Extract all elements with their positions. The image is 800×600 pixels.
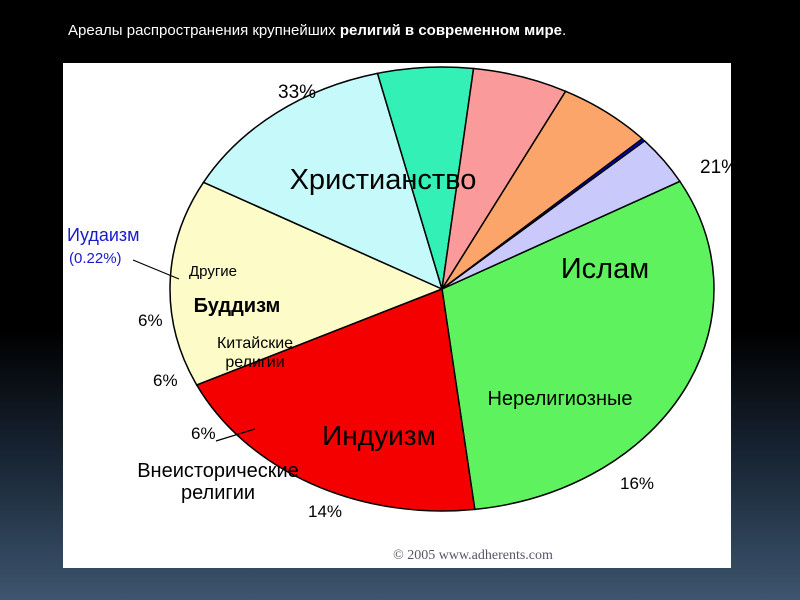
leader-line-judaism: [132, 259, 180, 280]
slide-title: Ареалы распространения крупнейших религи…: [68, 22, 566, 39]
slice-label-другие: Другие: [189, 263, 237, 280]
slice-label-буддизм: Буддизм: [194, 295, 281, 317]
pie-slice-христианство: [441, 180, 715, 511]
slice-percent-нерелигиозные: 16%: [620, 474, 654, 493]
leader-line-prehistoric: [215, 428, 256, 442]
pie-slice-другие: [441, 139, 682, 290]
slice-percent-иудаизм: (0.22%): [69, 250, 122, 267]
slice-label-китайские-религии: Китайские религии: [217, 335, 293, 371]
pie-slice-нерелигиозные: [169, 181, 444, 386]
slice-label-христианство: Христианство: [290, 164, 477, 196]
slice-label-внеисторические-религии: Внеисторические религии: [137, 460, 299, 504]
slice-percent-буддизм: 6%: [138, 311, 163, 330]
slide-title-bold: религий в современном мире: [339, 22, 562, 39]
leader-lines: [132, 259, 256, 442]
slice-percent-внеисторические-религии: 6%: [191, 424, 216, 443]
slice-label-индуизм: Индуизм: [322, 420, 436, 451]
pie-slice-ислам: [195, 287, 476, 512]
chart-panel: Христианство 33% Ислам 21% Нерелигиозные 16% И…: [63, 63, 731, 568]
slice-label-нерелигиозные: Нерелигиозные: [487, 388, 632, 410]
slice-label-иудаизм: Иудаизм: [67, 225, 140, 245]
slice-percent-индуизм: 14%: [308, 502, 342, 521]
pie-labels: Христианство 33% Ислам 21% Нерелигиозные 16% И…: [67, 82, 731, 521]
copyright-text: © 2005 www.adherents.com: [393, 548, 553, 563]
pie-chart: Христианство 33% Ислам 21% Нерелигиозные 16% И…: [67, 66, 731, 563]
slice-percent-ислам: 21%: [700, 157, 731, 178]
slice-percent-китайские-религии: 6%: [153, 371, 178, 390]
slice-label-ислам: Ислам: [561, 253, 649, 285]
slide-title-plain: Ареалы распространения крупнейших: [68, 22, 340, 39]
pie-slice-индуизм: [202, 72, 444, 291]
slide-title-end: .: [561, 22, 567, 39]
slice-percent-христианство: 33%: [278, 82, 316, 103]
pie-slices: [169, 66, 715, 512]
